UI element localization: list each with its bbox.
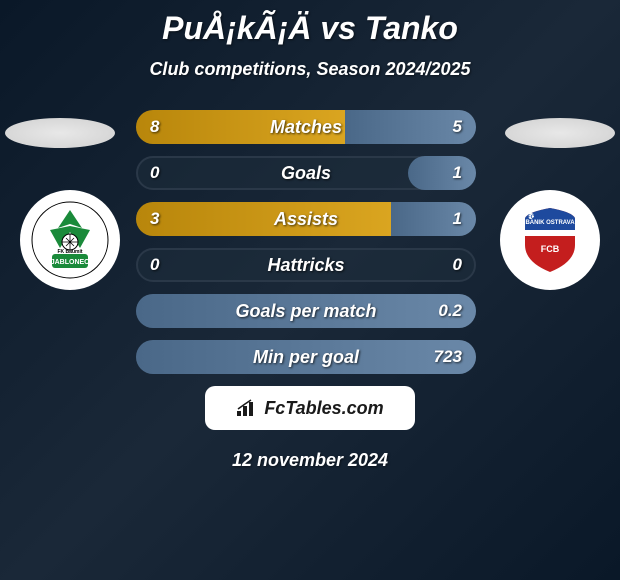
svg-text:JABLONEC: JABLONEC xyxy=(51,259,90,266)
stat-value-right: 0.2 xyxy=(438,294,462,328)
stat-row: Min per goal723 xyxy=(136,340,476,374)
stat-value-right: 1 xyxy=(453,156,462,190)
jablonec-logo-icon: JABLONEC FK Baumit xyxy=(30,200,110,280)
stat-value-right: 5 xyxy=(453,110,462,144)
subtitle: Club competitions, Season 2024/2025 xyxy=(0,59,620,80)
brand-box: FcTables.com xyxy=(205,386,415,430)
brand-text-label: FcTables.com xyxy=(264,398,383,419)
left-ellipse-shadow xyxy=(5,118,115,148)
comparison-area: JABLONEC FK Baumit BANIK OSTRAVA FCB FC … xyxy=(0,110,620,374)
stat-row: 0Goals1 xyxy=(136,156,476,190)
svg-text:FCB: FCB xyxy=(541,244,560,254)
brand-chart-icon xyxy=(236,399,258,417)
stat-row: 3Assists1 xyxy=(136,202,476,236)
stat-label: Hattricks xyxy=(136,248,476,282)
page-title: PuÅ¡kÃ¡Ä vs Tanko xyxy=(0,10,620,47)
svg-text:FC: FC xyxy=(528,215,535,221)
date-label: 12 november 2024 xyxy=(0,450,620,471)
brand-label: FcTables.com xyxy=(236,398,383,419)
stat-row: Goals per match0.2 xyxy=(136,294,476,328)
stat-row: 0Hattricks0 xyxy=(136,248,476,282)
stat-label: Min per goal xyxy=(136,340,476,374)
stat-value-right: 0 xyxy=(453,248,462,282)
left-team-logo: JABLONEC FK Baumit xyxy=(20,190,120,290)
stat-label: Assists xyxy=(136,202,476,236)
banik-logo-icon: BANIK OSTRAVA FCB FC xyxy=(510,200,590,280)
stat-value-right: 723 xyxy=(434,340,462,374)
stat-label: Goals xyxy=(136,156,476,190)
stat-value-right: 1 xyxy=(453,202,462,236)
right-team-logo: BANIK OSTRAVA FCB FC xyxy=(500,190,600,290)
right-ellipse-shadow xyxy=(505,118,615,148)
stat-row: 8Matches5 xyxy=(136,110,476,144)
svg-text:BANIK OSTRAVA: BANIK OSTRAVA xyxy=(525,220,575,226)
stat-rows-container: 8Matches50Goals13Assists10Hattricks0Goal… xyxy=(136,110,476,374)
stat-label: Matches xyxy=(136,110,476,144)
svg-text:FK Baumit: FK Baumit xyxy=(58,249,83,255)
stat-label: Goals per match xyxy=(136,294,476,328)
